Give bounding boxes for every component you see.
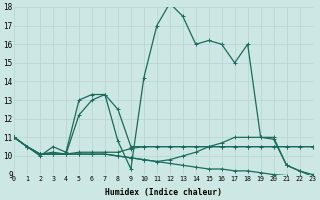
X-axis label: Humidex (Indice chaleur): Humidex (Indice chaleur)	[105, 188, 222, 197]
